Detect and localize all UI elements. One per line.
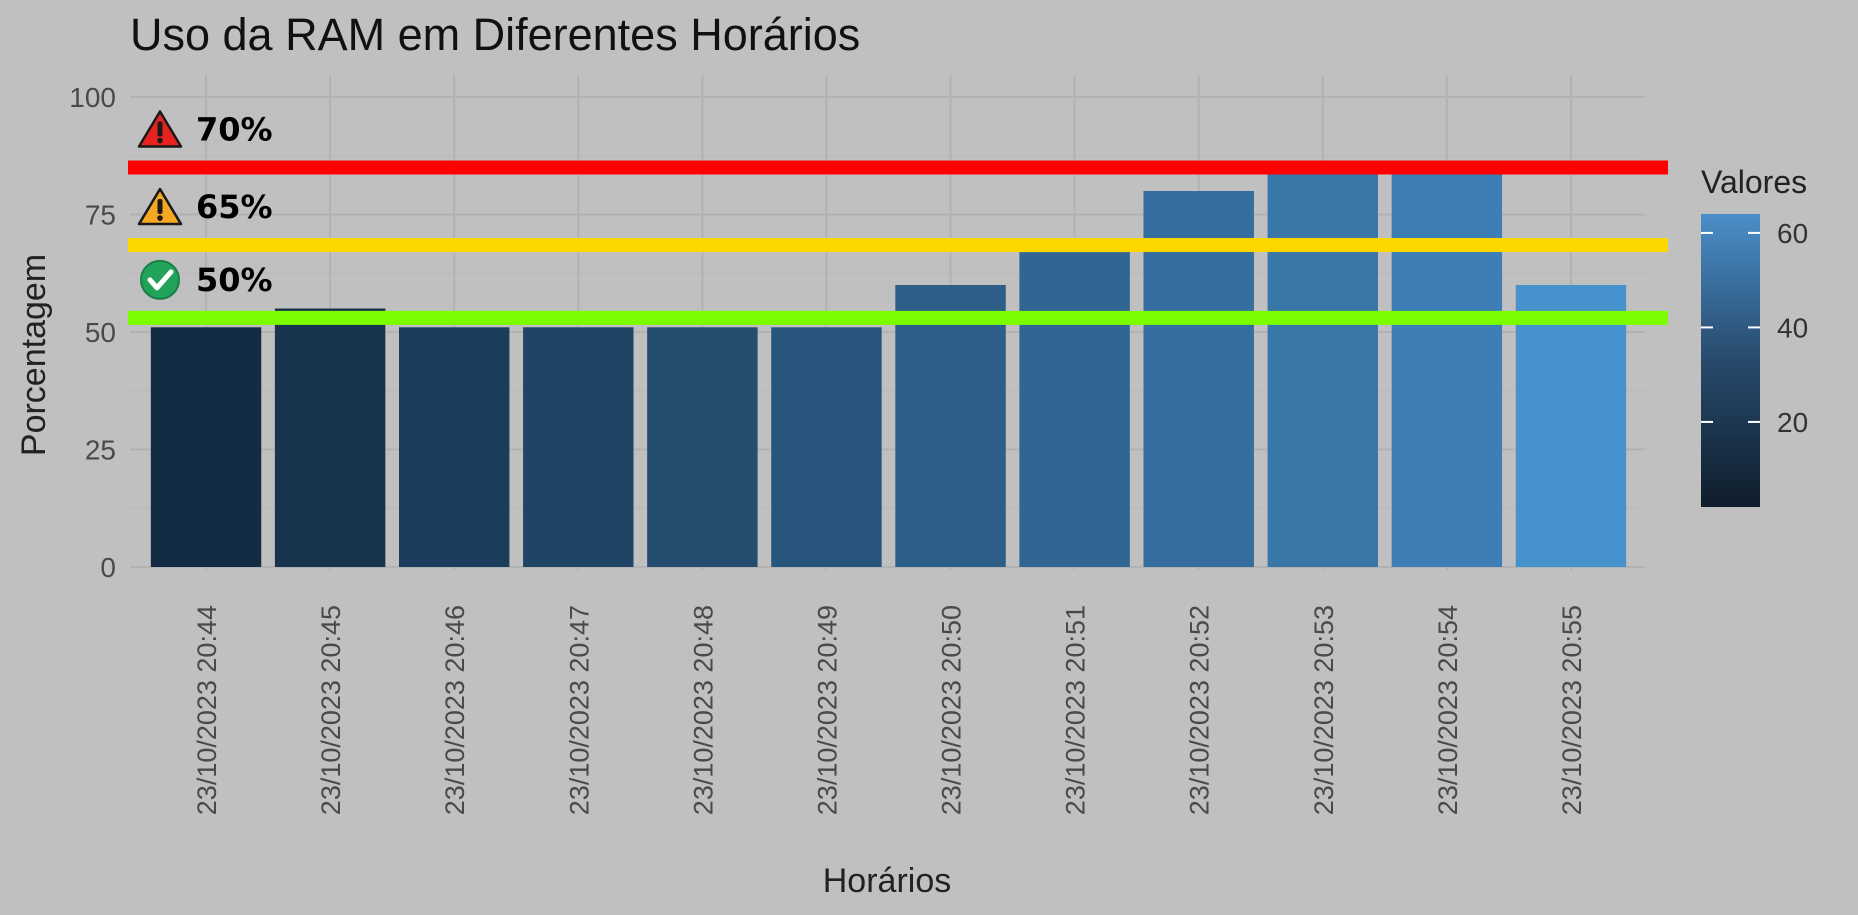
legend-colorbar [1701,214,1760,507]
legend-tick-label: 40 [1777,312,1808,343]
legend-title: Valores [1701,164,1807,200]
x-axis-title: Horários [823,862,951,900]
bar [1019,252,1130,567]
bar [1267,172,1379,567]
x-tick-label: 23/10/2023 20:45 [316,605,346,815]
x-tick-label: 23/10/2023 20:49 [812,605,842,815]
x-tick-label: 23/10/2023 20:48 [688,605,718,815]
threshold-label: 70% [196,111,273,149]
bar [1143,191,1254,567]
check-green-icon [140,259,180,300]
x-tick-label: 23/10/2023 20:47 [564,605,594,815]
threshold-label: 50% [196,261,273,299]
bar [1515,285,1627,567]
threshold-line [128,238,1668,253]
y-tick-label: 50 [85,317,116,348]
legend-tick-label: 20 [1777,407,1808,438]
x-tick-label: 23/10/2023 20:53 [1309,605,1339,815]
bar [647,327,758,567]
threshold-line [128,310,1668,325]
bar [150,327,262,567]
x-tick-label: 23/10/2023 20:52 [1185,605,1215,815]
chart-title: Uso da RAM em Diferentes Horários [130,9,860,60]
y-axis-title: Porcentagem [15,254,53,456]
warning-orange-icon [137,187,183,226]
bar [398,327,510,567]
legend-tick-label: 60 [1777,218,1808,249]
x-tick-label: 23/10/2023 20:54 [1433,605,1463,815]
bar [523,327,634,567]
threshold-line [128,160,1668,175]
x-axis: 23/10/2023 20:44 23/10/2023 20:45 23/10/20… [192,605,1587,815]
y-tick-label: 75 [85,200,116,231]
bars [150,172,1627,567]
x-tick-label: 23/10/2023 20:55 [1557,605,1587,815]
x-tick-label: 23/10/2023 20:44 [192,605,222,815]
bar [1391,172,1503,567]
x-tick-label: 23/10/2023 20:50 [937,605,967,815]
x-tick-label: 23/10/2023 20:51 [1061,605,1091,815]
warning-red-icon [137,110,183,148]
y-tick-label: 100 [69,82,116,113]
bar [895,285,1006,567]
threshold-lines: 70% 65% 50% [128,110,1668,325]
y-tick-label: 0 [100,552,116,583]
bar [771,327,882,567]
bar [274,308,386,567]
x-tick-label: 23/10/2023 20:46 [440,605,470,815]
legend: Valores 20 40 60 [1701,164,1808,507]
legend-ticks: 20 40 60 [1701,218,1808,438]
threshold-label: 65% [196,188,273,226]
y-axis: 0 25 50 75 100 [69,82,116,583]
y-tick-label: 25 [85,435,116,466]
